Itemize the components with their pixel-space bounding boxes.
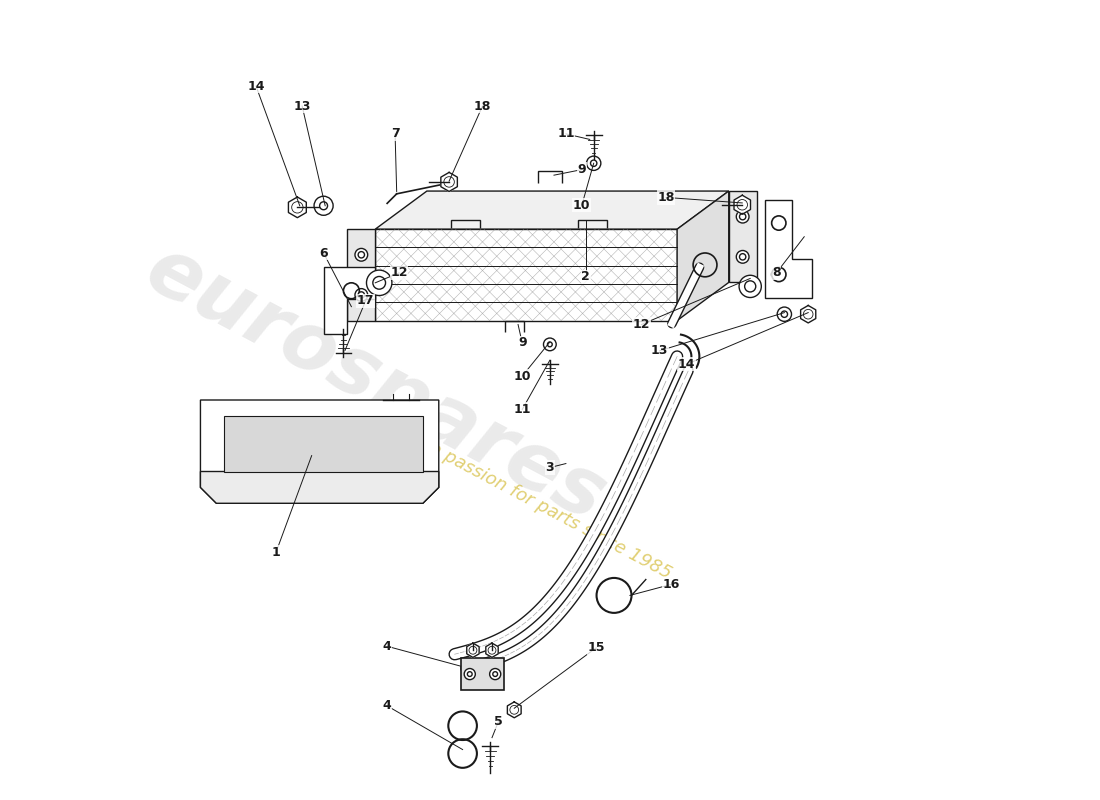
Text: 4: 4: [383, 699, 392, 712]
Circle shape: [359, 292, 364, 298]
Text: eurospares: eurospares: [132, 230, 618, 538]
Text: 15: 15: [587, 642, 605, 654]
Polygon shape: [323, 267, 375, 334]
Polygon shape: [734, 195, 750, 214]
Polygon shape: [200, 400, 439, 503]
Polygon shape: [200, 471, 439, 503]
Text: 9: 9: [578, 163, 586, 176]
Polygon shape: [224, 416, 422, 471]
Text: 12: 12: [390, 266, 408, 279]
Text: 5: 5: [494, 715, 503, 728]
Circle shape: [373, 277, 386, 289]
Text: 11: 11: [557, 127, 574, 140]
Polygon shape: [486, 643, 498, 658]
Circle shape: [745, 281, 756, 292]
Circle shape: [736, 210, 749, 223]
Circle shape: [591, 160, 597, 166]
Text: 6: 6: [319, 246, 328, 259]
Polygon shape: [678, 191, 729, 321]
Text: 10: 10: [573, 199, 591, 212]
Text: 7: 7: [390, 127, 399, 140]
Circle shape: [355, 289, 367, 302]
Circle shape: [548, 342, 552, 346]
Text: a passion for parts since 1985: a passion for parts since 1985: [426, 439, 674, 583]
Circle shape: [543, 338, 557, 350]
Circle shape: [355, 249, 367, 261]
Text: 14: 14: [248, 80, 265, 93]
Bar: [348, 229, 375, 321]
Circle shape: [586, 156, 601, 170]
Circle shape: [359, 251, 364, 258]
Text: 13: 13: [651, 344, 669, 358]
Text: 16: 16: [663, 578, 680, 591]
Circle shape: [493, 672, 497, 677]
Text: 3: 3: [546, 461, 554, 474]
Circle shape: [315, 196, 333, 215]
Text: 10: 10: [514, 370, 531, 382]
Circle shape: [778, 307, 792, 322]
Circle shape: [490, 669, 500, 680]
Circle shape: [739, 254, 746, 260]
Circle shape: [736, 250, 749, 263]
Circle shape: [320, 202, 328, 210]
Polygon shape: [288, 197, 306, 218]
Text: 8: 8: [772, 266, 781, 279]
Bar: [461, 658, 504, 690]
Text: 11: 11: [514, 403, 531, 416]
Circle shape: [366, 270, 392, 295]
Circle shape: [464, 669, 475, 680]
Circle shape: [468, 672, 472, 677]
Text: 14: 14: [678, 358, 695, 370]
Text: 12: 12: [632, 318, 650, 331]
Text: 18: 18: [474, 99, 492, 113]
Text: 2: 2: [582, 270, 590, 283]
Circle shape: [781, 311, 788, 318]
Text: 4: 4: [383, 640, 392, 653]
Bar: [375, 229, 678, 321]
Polygon shape: [375, 229, 678, 321]
Text: 9: 9: [518, 336, 527, 350]
Text: 18: 18: [658, 191, 674, 204]
Polygon shape: [441, 172, 458, 191]
Circle shape: [739, 214, 746, 220]
Polygon shape: [764, 200, 812, 298]
Circle shape: [739, 275, 761, 298]
Text: 13: 13: [294, 99, 311, 113]
Polygon shape: [375, 191, 729, 229]
Bar: [729, 191, 757, 282]
Polygon shape: [507, 702, 521, 718]
Polygon shape: [801, 306, 816, 323]
Text: 17: 17: [356, 294, 374, 307]
Polygon shape: [466, 643, 480, 658]
Text: 1: 1: [272, 546, 280, 559]
